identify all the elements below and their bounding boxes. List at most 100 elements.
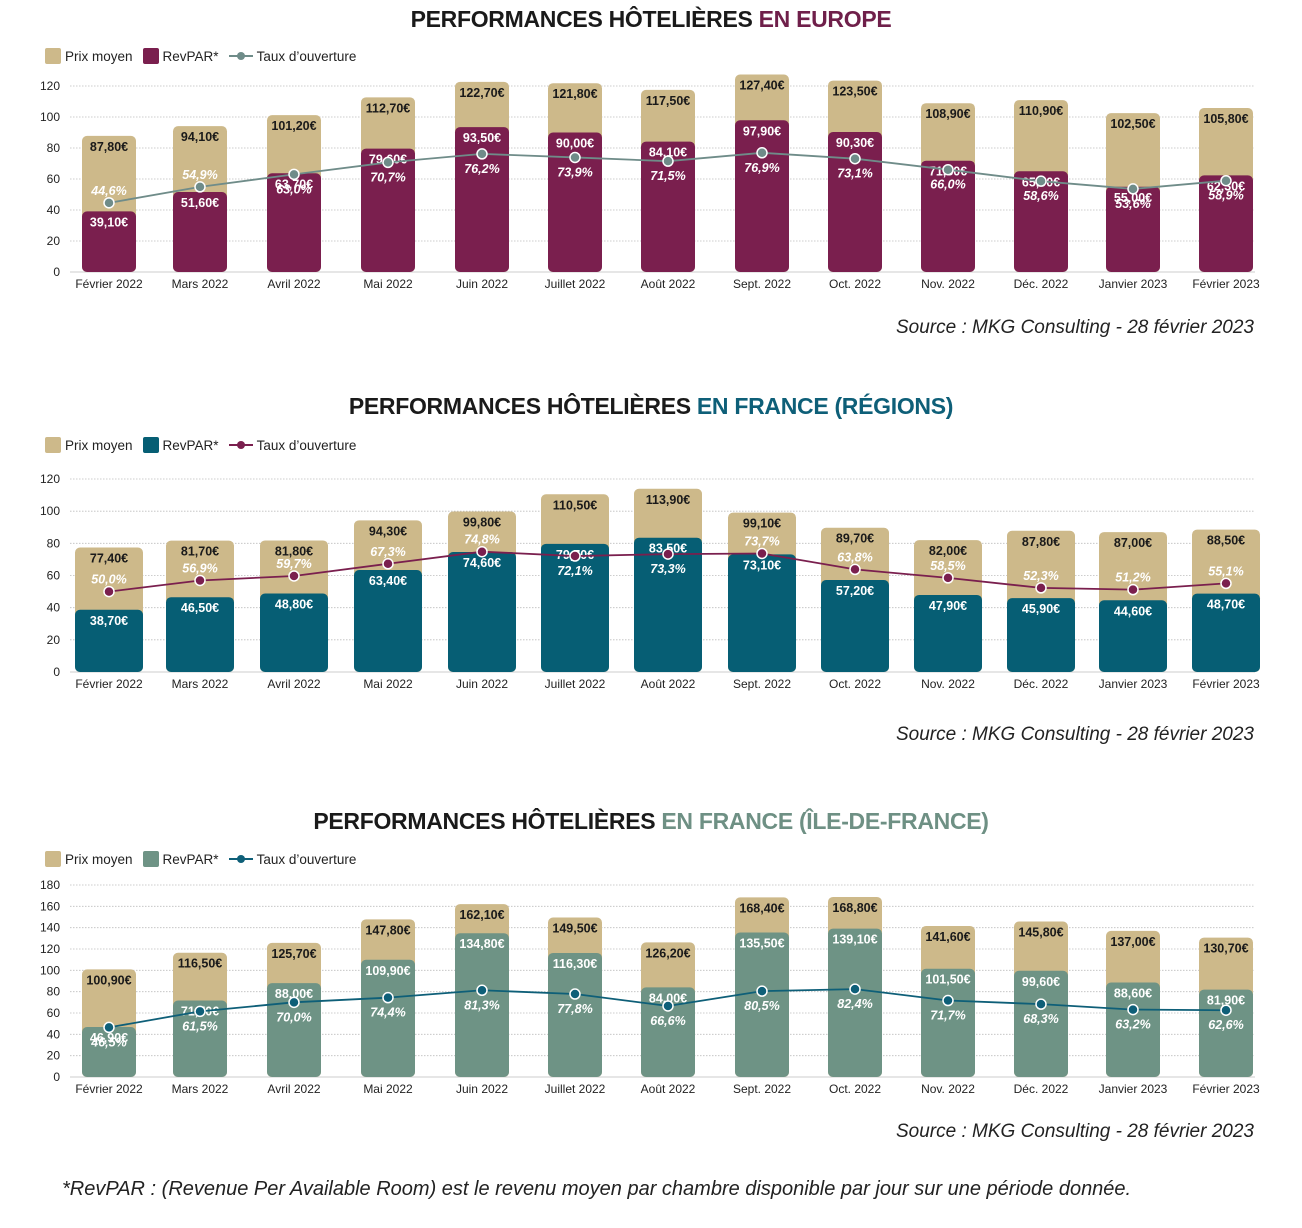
x-tick-label: Juin 2022 bbox=[456, 277, 508, 291]
y-tick-label: 160 bbox=[40, 899, 60, 913]
x-tick-label: Nov. 2022 bbox=[921, 677, 975, 691]
bar-revpar bbox=[82, 1026, 136, 1077]
bar-revpar bbox=[173, 1000, 227, 1077]
x-tick-label: Déc. 2022 bbox=[1014, 1082, 1069, 1096]
point-taux bbox=[942, 163, 954, 176]
y-tick-label: 120 bbox=[40, 472, 60, 486]
point-taux bbox=[942, 994, 954, 1007]
data-label-taux: 66,0% bbox=[930, 178, 965, 192]
point-taux bbox=[103, 1021, 115, 1034]
y-tick-label: 20 bbox=[47, 633, 61, 647]
data-label-prix: 149,50€ bbox=[552, 922, 597, 936]
data-label-taux: 67,3% bbox=[370, 545, 405, 559]
legend-item-taux: Taux d’ouverture bbox=[228, 437, 357, 453]
legend-item-revpar: RevPAR* bbox=[142, 851, 219, 867]
x-tick-label: Sept. 2022 bbox=[733, 1082, 791, 1096]
y-tick-label: 40 bbox=[47, 203, 61, 217]
bar-revpar bbox=[1199, 989, 1253, 1077]
chart-title-main: PERFORMANCES HÔTELIÈRES bbox=[348, 393, 697, 419]
x-tick-label: Février 2022 bbox=[75, 1082, 143, 1096]
bar-revpar bbox=[361, 148, 415, 272]
y-tick-label: 60 bbox=[47, 172, 61, 186]
data-label-taux: 58,9% bbox=[1208, 189, 1243, 203]
point-taux bbox=[849, 152, 861, 165]
data-label-taux: 74,4% bbox=[370, 1006, 405, 1020]
point-taux bbox=[849, 983, 861, 995]
y-tick-label: 100 bbox=[40, 504, 60, 518]
bar-revpar bbox=[821, 580, 889, 672]
legend-label-taux: Taux d’ouverture bbox=[256, 437, 357, 453]
chart-title-accent: EN EUROPE bbox=[758, 6, 892, 32]
bar-revpar bbox=[1014, 171, 1068, 272]
data-label-revpar: 81,90€ bbox=[1207, 994, 1245, 1008]
data-label-prix: 94,10€ bbox=[181, 130, 219, 144]
data-label-prix: 113,90€ bbox=[646, 493, 691, 507]
data-label-revpar: 101,50€ bbox=[925, 973, 970, 987]
legend-label-prix: Prix moyen bbox=[65, 851, 133, 867]
data-label-taux: 73,1% bbox=[837, 167, 872, 181]
legend-label-taux: Taux d’ouverture bbox=[256, 851, 357, 867]
x-tick-label: Août 2022 bbox=[641, 1082, 696, 1096]
bar-revpar bbox=[641, 987, 695, 1077]
data-label-prix: 77,40€ bbox=[90, 552, 128, 566]
point-taux bbox=[476, 545, 488, 558]
y-tick-label: 40 bbox=[47, 601, 61, 615]
data-label-prix: 123,50€ bbox=[832, 85, 877, 99]
point-taux bbox=[569, 988, 581, 1000]
data-label-prix: 162,10€ bbox=[459, 908, 504, 922]
x-tick-label: Août 2022 bbox=[641, 677, 696, 691]
bar-revpar bbox=[455, 933, 509, 1077]
chart-title-idf: PERFORMANCES HÔTELIÈRES EN FRANCE (ÎLE-D… bbox=[0, 808, 1302, 835]
data-label-revpar: 48,80€ bbox=[275, 598, 313, 612]
legend-swatch-taux bbox=[228, 48, 253, 64]
bar-revpar bbox=[166, 597, 234, 672]
data-label-taux: 73,7% bbox=[744, 534, 779, 548]
y-tick-label: 0 bbox=[53, 665, 60, 679]
bar-revpar bbox=[448, 552, 516, 672]
bar-revpar bbox=[173, 192, 227, 272]
y-tick-label: 60 bbox=[47, 1006, 61, 1020]
point-taux bbox=[569, 550, 581, 562]
x-tick-label: Mars 2022 bbox=[172, 277, 229, 291]
bar-revpar bbox=[267, 983, 321, 1077]
data-label-revpar: 45,90€ bbox=[1022, 602, 1060, 616]
data-label-taux: 58,5% bbox=[930, 559, 965, 573]
data-label-prix: 126,20€ bbox=[645, 946, 690, 960]
data-label-revpar: 38,70€ bbox=[90, 614, 128, 628]
data-label-revpar: 135,50€ bbox=[739, 936, 784, 950]
data-label-taux: 63,0% bbox=[276, 182, 311, 196]
x-tick-label: Avril 2022 bbox=[267, 677, 320, 691]
chart-title-accent: EN FRANCE (ÎLE-DE-FRANCE) bbox=[661, 808, 989, 834]
data-label-revpar: 51,60€ bbox=[181, 196, 219, 210]
data-label-prix: 99,80€ bbox=[463, 515, 501, 529]
data-label-taux: 70,7% bbox=[370, 170, 405, 184]
point-taux bbox=[662, 155, 674, 167]
bar-revpar bbox=[634, 537, 702, 672]
data-label-revpar: 84,10€ bbox=[649, 146, 687, 160]
point-taux bbox=[1220, 1004, 1232, 1016]
legend-item-revpar: RevPAR* bbox=[142, 48, 219, 64]
bar-revpar bbox=[1192, 593, 1260, 672]
bar-revpar bbox=[641, 141, 695, 272]
bar-revpar bbox=[548, 952, 602, 1077]
data-label-prix: 81,80€ bbox=[275, 544, 313, 558]
data-label-prix: 141,60€ bbox=[925, 930, 970, 944]
legend-label-prix: Prix moyen bbox=[65, 437, 133, 453]
chart-title-accent: EN FRANCE (RÉGIONS) bbox=[696, 393, 954, 419]
footnote: *RevPAR : (Revenue Per Available Room) e… bbox=[62, 1178, 1132, 1200]
legend-item-prix: Prix moyen bbox=[45, 48, 133, 64]
point-taux bbox=[382, 558, 394, 570]
data-label-revpar: 90,30€ bbox=[836, 136, 874, 150]
data-label-taux: 68,3% bbox=[1023, 1012, 1058, 1026]
x-tick-label: Oct. 2022 bbox=[829, 677, 881, 691]
data-label-revpar: 47,90€ bbox=[929, 599, 967, 613]
data-label-revpar: 44,60€ bbox=[1114, 604, 1152, 618]
data-label-prix: 101,20€ bbox=[271, 119, 316, 133]
data-label-prix: 102,50€ bbox=[1110, 117, 1155, 131]
y-tick-label: 140 bbox=[40, 921, 60, 935]
data-label-taux: 82,4% bbox=[837, 997, 872, 1011]
data-label-revpar: 55,00€ bbox=[1114, 191, 1152, 205]
data-label-prix: 89,70€ bbox=[836, 532, 874, 546]
data-label-prix: 94,30€ bbox=[369, 524, 407, 538]
chart-idf: 0 20 40 60 80 100 120 140 160 180 100,90€ 46,90€ Fév… bbox=[40, 878, 1260, 1096]
